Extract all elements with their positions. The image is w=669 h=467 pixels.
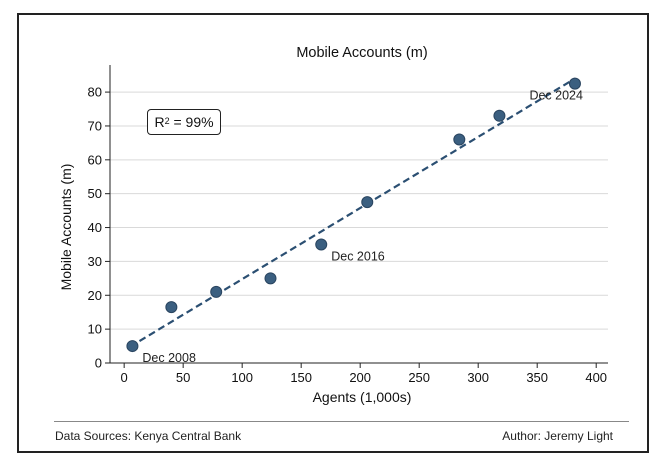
y-axis-ticks: 0 10 20 30 40 50 60 70 80 [88,85,110,371]
y-tick-label-20: 20 [88,288,102,303]
data-point-7 [453,133,466,146]
data-point-3 [210,285,223,298]
data-point-5 [315,238,328,251]
y-tick-label-70: 70 [88,118,102,133]
data-source-note: Data Sources: Kenya Central Bank [55,429,242,443]
scatter-chart: 0 50 100 150 200 250 300 350 400 0 10 20 30 40 50 60 70… [58,45,608,405]
y-axis-label: Mobile Accounts (m) [58,164,74,291]
point-labels: Dec 2008 Dec 2016 Dec 2024 [142,89,583,365]
footer-divider [54,421,629,422]
point-label-5: Dec 2016 [331,249,385,263]
x-tick-label-150: 150 [290,370,312,385]
axes [109,65,608,364]
y-tick-label-30: 30 [88,254,102,269]
x-tick-label-400: 400 [585,370,607,385]
data-point-1 [126,340,139,353]
data-points [126,77,581,353]
point-label-9: Dec 2024 [529,89,583,103]
data-point-2 [165,301,178,314]
data-point-6 [361,196,374,209]
chart-frame: 0 50 100 150 200 250 300 350 400 0 10 20 30 40 50 60 70… [17,13,649,453]
author-note: Author: Jeremy Light [502,429,613,443]
x-tick-label-350: 350 [526,370,548,385]
y-tick-label-40: 40 [88,220,102,235]
r-squared-exponent: 2 [164,116,170,126]
x-axis-ticks: 0 50 100 150 200 250 300 350 400 [121,363,607,385]
y-tick-label-60: 60 [88,152,102,167]
r-squared-letter: R [154,114,165,130]
r-squared-value: = 99% [169,114,214,130]
y-tick-label-50: 50 [88,186,102,201]
x-tick-label-250: 250 [408,370,430,385]
x-tick-label-50: 50 [176,370,190,385]
point-label-1: Dec 2008 [142,351,196,365]
x-tick-label-0: 0 [121,370,128,385]
y-tick-label-80: 80 [88,85,102,100]
x-tick-label-200: 200 [349,370,371,385]
x-axis-label: Agents (1,000s) [313,389,412,405]
gridlines [110,91,608,364]
x-tick-label-300: 300 [467,370,489,385]
data-point-9 [568,77,581,90]
y-tick-label-0: 0 [95,356,102,371]
data-point-4 [264,272,277,285]
x-tick-label-100: 100 [231,370,253,385]
y-tick-label-10: 10 [88,322,102,337]
chart-title: Mobile Accounts (m) [296,45,427,61]
trendline-group [129,77,576,348]
trendline [129,77,576,348]
data-point-8 [493,109,506,122]
